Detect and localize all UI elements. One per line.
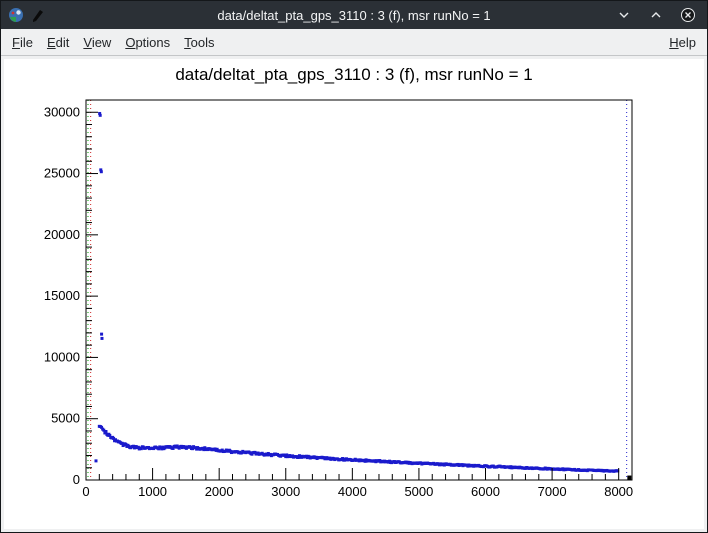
svg-text:4000: 4000 xyxy=(338,484,367,499)
menu-view[interactable]: View xyxy=(83,34,112,50)
window-title: data/deltat_pta_gps_3110 : 3 (f), msr ru… xyxy=(217,7,491,23)
histogram-plot[interactable]: 0 1000 2000 3000 4000 5000 6000 7000 8000 0 5000 10… xyxy=(4,59,704,529)
close-button[interactable] xyxy=(679,6,697,24)
svg-text:0: 0 xyxy=(73,472,80,487)
svg-text:25000: 25000 xyxy=(44,166,80,181)
menubar: File Edit View Options Tools Help xyxy=(1,29,707,56)
app-icon[interactable] xyxy=(7,6,25,24)
svg-text:5000: 5000 xyxy=(404,484,433,499)
svg-text:10000: 10000 xyxy=(44,349,80,364)
svg-text:15000: 15000 xyxy=(44,288,80,303)
menu-options[interactable]: Options xyxy=(125,34,171,50)
menu-tools[interactable]: Tools xyxy=(184,34,215,50)
svg-text:6000: 6000 xyxy=(471,484,500,499)
svg-text:0: 0 xyxy=(82,484,89,499)
plot-title: data/deltat_pta_gps_3110 : 3 (f), msr ru… xyxy=(175,65,533,84)
titlebar[interactable]: data/deltat_pta_gps_3110 : 3 (f), msr ru… xyxy=(1,1,707,29)
svg-text:30000: 30000 xyxy=(44,104,80,119)
svg-text:5000: 5000 xyxy=(51,411,80,426)
svg-text:20000: 20000 xyxy=(44,227,80,242)
menu-file[interactable]: File xyxy=(12,34,33,50)
svg-text:8000: 8000 xyxy=(604,484,633,499)
root-canvas[interactable]: data/deltat_pta_gps_3110 : 3 (f), msr ru… xyxy=(4,59,704,529)
menu-edit[interactable]: Edit xyxy=(46,34,70,50)
svg-text:7000: 7000 xyxy=(538,484,567,499)
menu-help[interactable]: Help xyxy=(669,34,696,50)
svg-text:3000: 3000 xyxy=(271,484,300,499)
minimize-button[interactable] xyxy=(615,6,633,24)
maximize-button[interactable] xyxy=(647,6,665,24)
pencil-cursor-icon xyxy=(29,6,47,24)
svg-text:2000: 2000 xyxy=(205,484,234,499)
svg-text:1000: 1000 xyxy=(138,484,167,499)
client-area: data/deltat_pta_gps_3110 : 3 (f), msr ru… xyxy=(1,56,707,532)
